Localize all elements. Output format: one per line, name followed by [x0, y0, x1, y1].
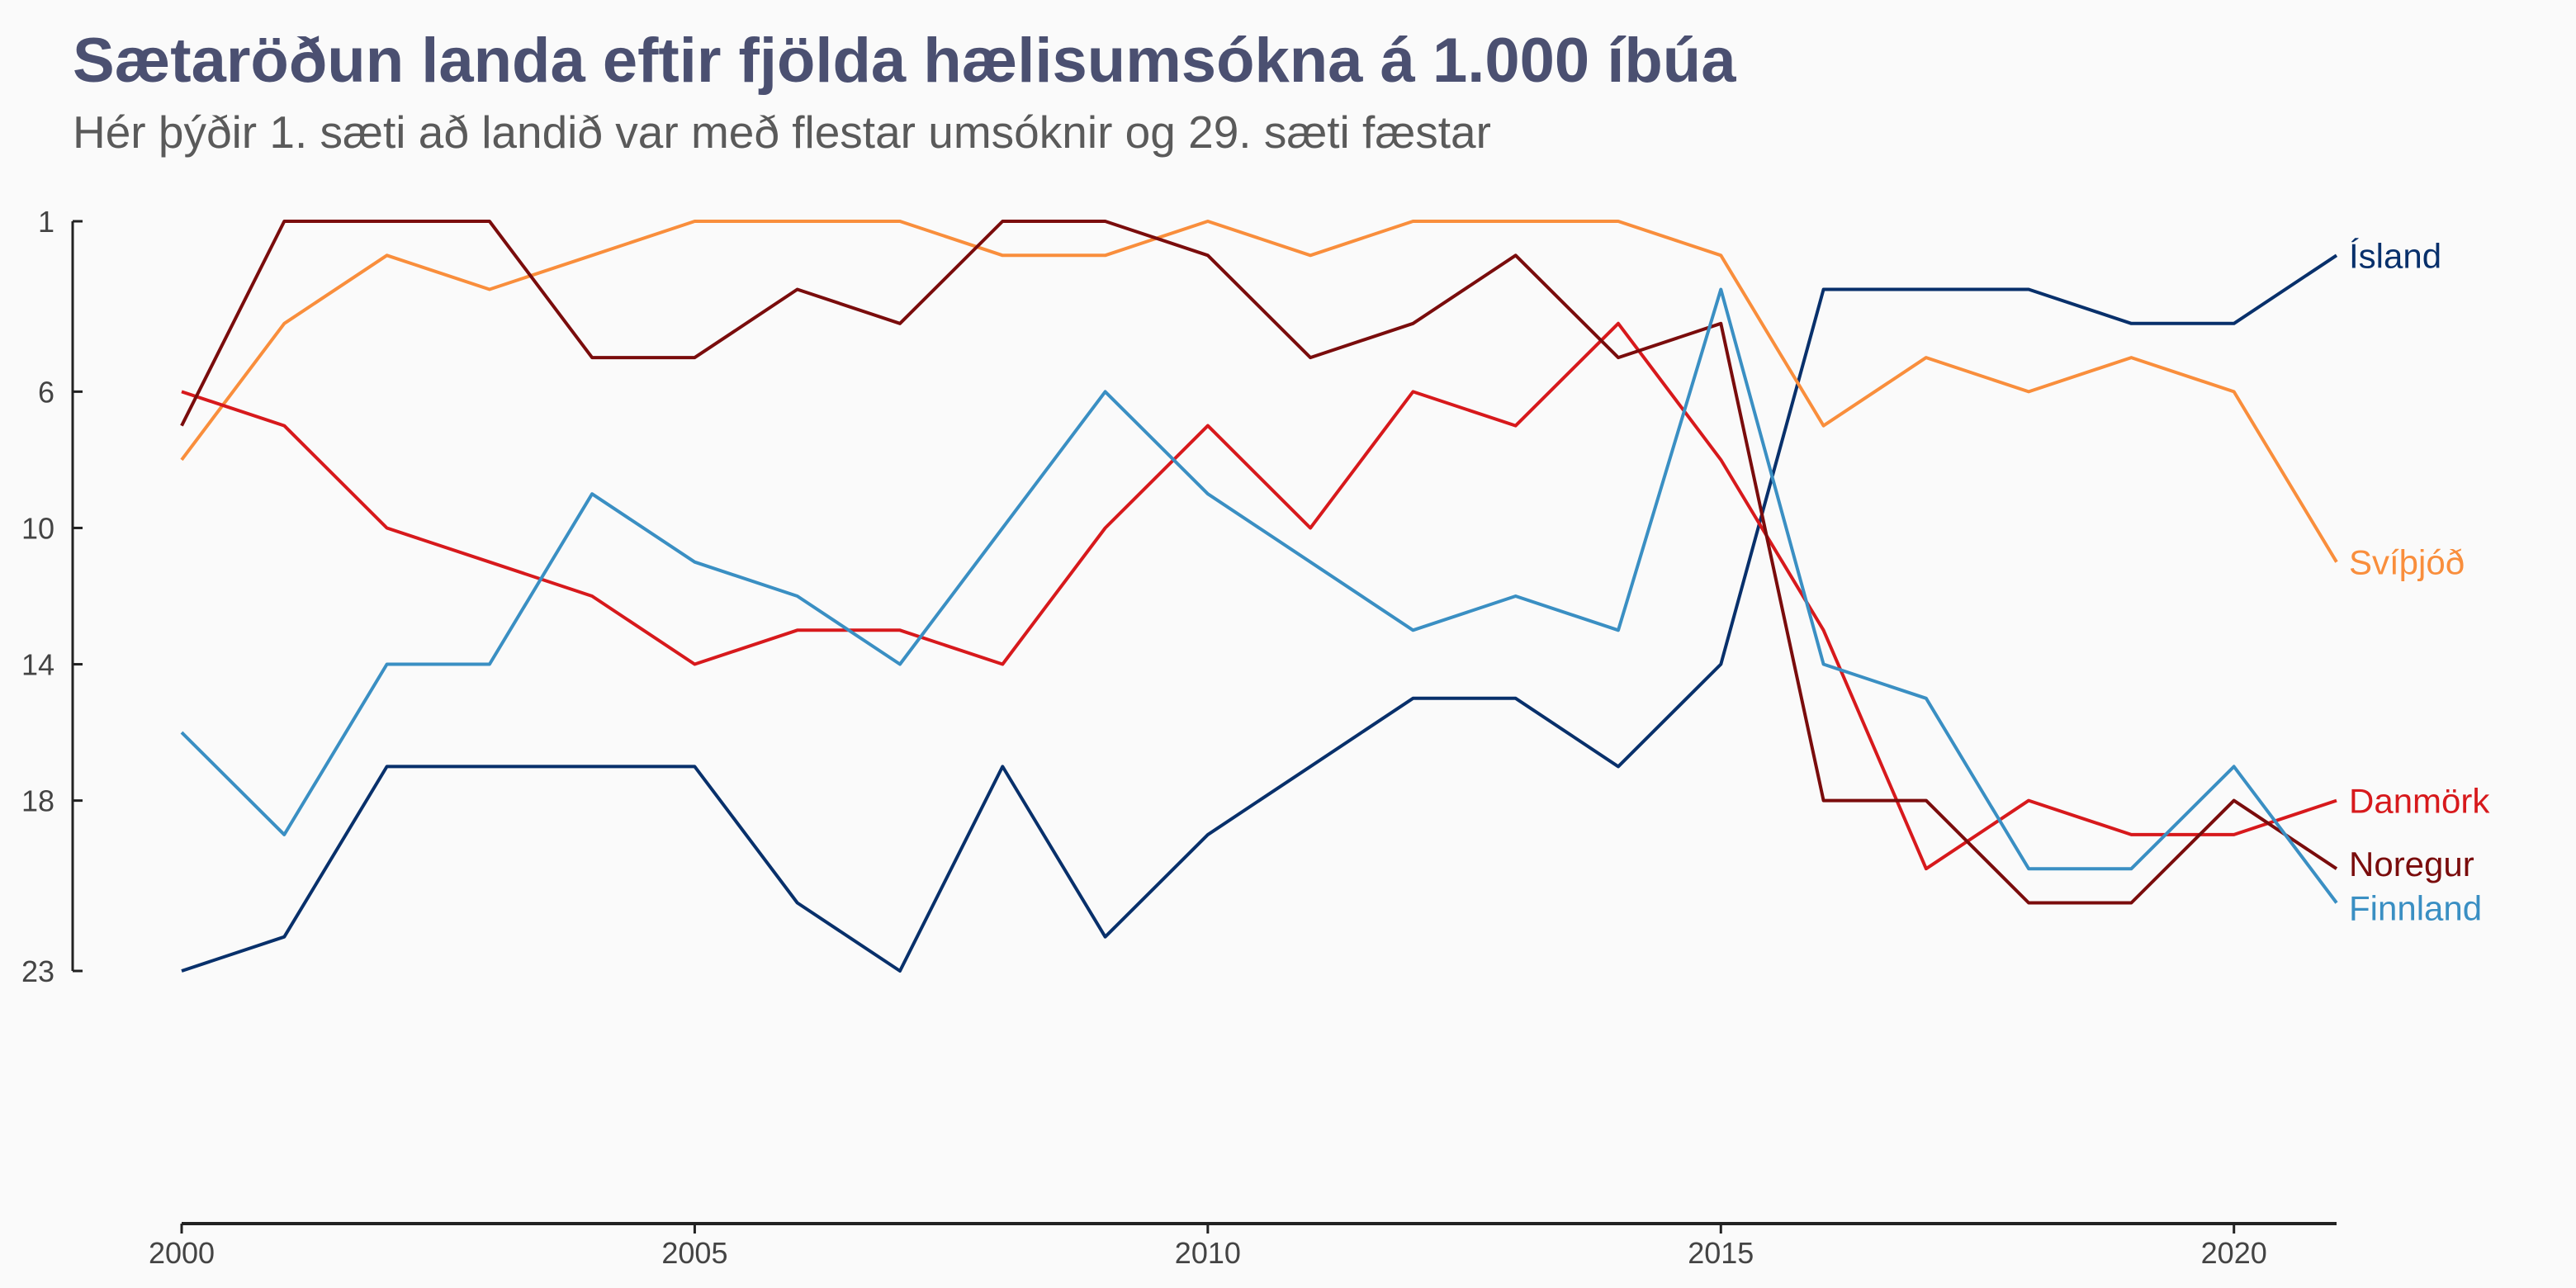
- series-label: Finnland: [2349, 888, 2482, 927]
- x-tick-label: 2010: [1175, 1236, 1241, 1270]
- x-tick-label: 2020: [2201, 1236, 2267, 1270]
- y-tick-label: 10: [21, 511, 54, 545]
- y-tick-label: 18: [21, 784, 54, 818]
- x-tick-label: 2005: [661, 1236, 727, 1270]
- x-tick-label: 2000: [149, 1236, 215, 1270]
- series-line: [180, 220, 2338, 905]
- series-line: [181, 321, 2337, 871]
- y-tick-label: 6: [38, 375, 54, 409]
- y-tick-label: 23: [21, 954, 54, 988]
- chart-subtitle: Hér þýðir 1. sæti að landið var með fles…: [73, 107, 1491, 158]
- series-label: Noregur: [2349, 845, 2474, 883]
- chart-title: Sætaröðun landa eftir fjölda hælisumsókn…: [73, 26, 1736, 96]
- y-tick-label: 1: [38, 205, 54, 239]
- y-tick-label: 14: [21, 648, 54, 682]
- series-line: [180, 220, 2338, 563]
- series-label: Svíþjóð: [2349, 543, 2465, 582]
- series-line: [181, 253, 2338, 973]
- x-tick-label: 2015: [1688, 1236, 1754, 1270]
- series-label: Danmörk: [2349, 782, 2490, 821]
- series-label: Ísland: [2349, 236, 2441, 275]
- series-line: [180, 287, 2338, 904]
